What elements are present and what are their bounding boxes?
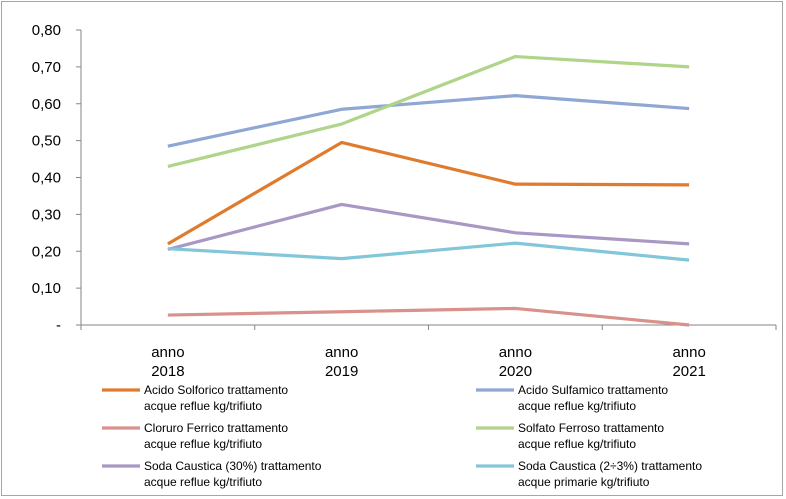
- x-tick-label: anno 2018: [151, 344, 184, 380]
- series-line-3: [167, 306, 690, 327]
- x-tick-label: anno 2021: [672, 344, 705, 380]
- y-tick-label: 0,20: [32, 243, 61, 260]
- x-tick-label: anno 2020: [499, 344, 532, 380]
- series-line-2: [167, 94, 690, 148]
- series-line-5: [167, 202, 690, 251]
- y-tick-label: 0,50: [32, 133, 61, 150]
- series-line-6: [167, 241, 690, 262]
- y-tick-label: 0,40: [32, 170, 61, 187]
- legend-label: Acido Sulfamico trattamento acque reflue …: [518, 383, 668, 413]
- chart-axes: [76, 29, 777, 330]
- legend-label: Cloruro Ferrico trattamento acque reflue …: [144, 421, 288, 451]
- y-tick-label: -: [56, 317, 61, 334]
- legend-label: Soda Caustica (2÷3%) trattamento acque pr…: [518, 459, 702, 489]
- y-tick-label: 0,30: [32, 206, 61, 223]
- y-tick-label: 0,80: [32, 22, 61, 39]
- y-tick-label: 0,10: [32, 280, 61, 297]
- legend-label: Acido Solforico trattamento acque reflue …: [144, 383, 288, 413]
- y-axis-tick-labels: - 0,10 0,20 0,30 0,40 0,50 0,60 0,70 0,80: [32, 22, 61, 334]
- series-line-1: [167, 140, 690, 246]
- x-axis-tick-labels: anno 2018 anno 2019 anno 2020 anno 2021: [151, 344, 706, 380]
- legend-label: Soda Caustica (30%) trattamento acque ref…: [144, 459, 322, 489]
- y-tick-label: 0,70: [32, 59, 61, 76]
- chart-legend: Acido Solforico trattamento acque reflue …: [102, 383, 702, 489]
- legend-label: Solfato Ferroso trattamento acque reflue …: [518, 421, 664, 451]
- y-tick-label: 0,60: [32, 96, 61, 113]
- chart-series: [167, 54, 690, 327]
- x-tick-label: anno 2019: [325, 344, 358, 380]
- series-line-4: [167, 54, 690, 168]
